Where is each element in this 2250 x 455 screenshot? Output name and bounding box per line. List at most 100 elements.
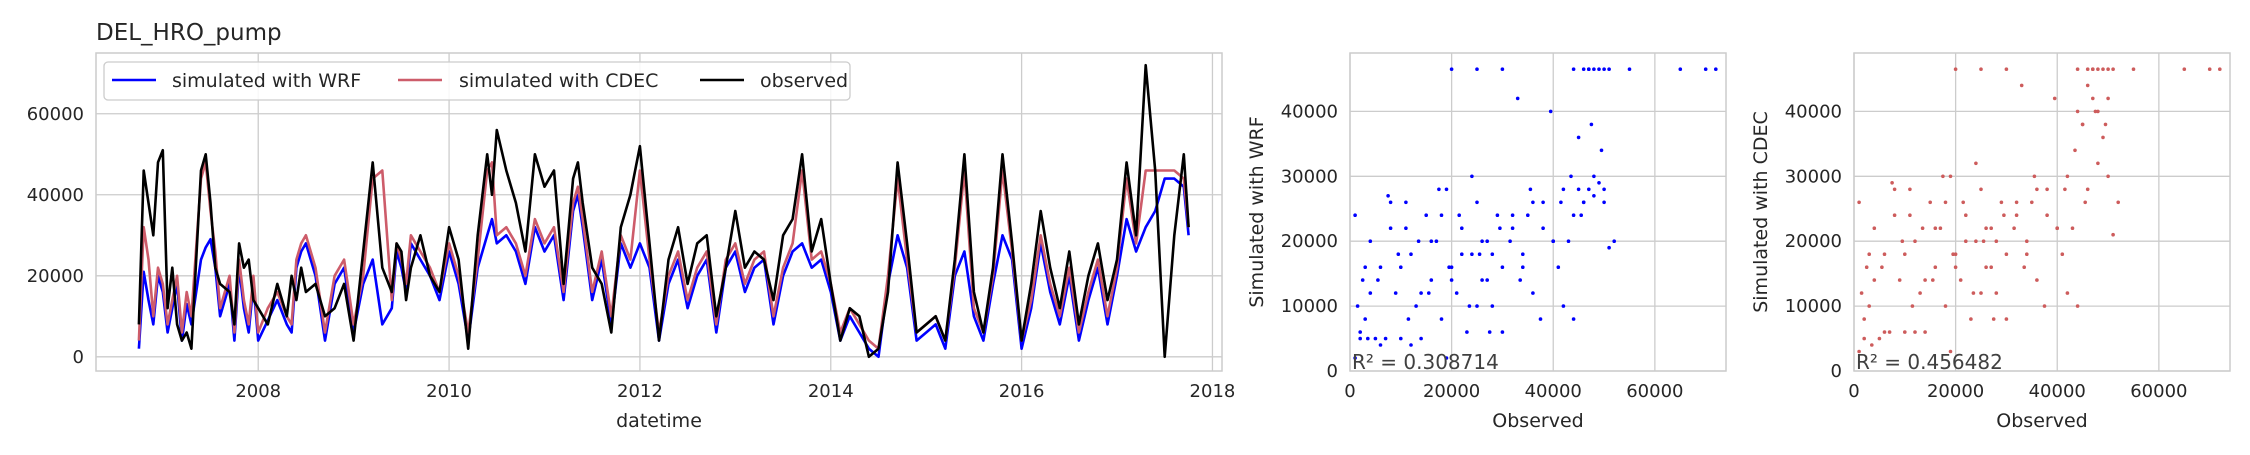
scatter-cdec-point — [2042, 304, 2047, 308]
scatter-cdec-xtick-label: 20000 — [1927, 381, 1984, 402]
scatter-wrf-ylabel: Simulated with WRF — [1246, 116, 1268, 307]
scatter-cdec-frame — [1853, 52, 2231, 372]
scatter-wrf-point — [1373, 336, 1378, 341]
scatter-wrf-point — [1475, 200, 1479, 205]
scatter-cdec-point — [1867, 304, 1871, 308]
scatter-wrf-ytick-label: 40000 — [1281, 101, 1338, 122]
scatter-cdec-point — [2030, 200, 2034, 205]
scatter-cdec-point — [1892, 213, 1897, 217]
scatter-cdec-point — [2073, 148, 2077, 153]
series-line-observed — [137, 63, 1190, 359]
scatter-cdec-point — [2063, 187, 2067, 192]
scatter-wrf-point — [1409, 343, 1413, 347]
scatter-cdec-point — [2111, 232, 2115, 237]
scatter-wrf-point — [1500, 67, 1505, 71]
scatter-wrf-point — [1460, 252, 1464, 256]
scatter-cdec-point — [2002, 213, 2006, 217]
scatter-cdec-point — [2060, 252, 2065, 256]
scatter-cdec-point — [1900, 239, 1905, 243]
scatter-wrf-r2: R² = 0.308714 — [1352, 350, 1499, 374]
scatter-cdec-point — [2106, 174, 2110, 179]
scatter-wrf-point — [1396, 252, 1401, 256]
scatter-cdec-point — [2080, 122, 2085, 127]
scatter-cdec-point — [2075, 67, 2080, 71]
scatter-wrf-point — [1480, 278, 1484, 282]
scatter-wrf-point — [1353, 213, 1357, 217]
scatter-wrf-point — [1576, 187, 1581, 192]
timeseries-grid — [96, 53, 1222, 371]
scatter-wrf-point — [1597, 181, 1601, 185]
scatter-wrf-xlabel: Observed — [1492, 410, 1583, 432]
scatter-wrf-xtick-label: 60000 — [1626, 381, 1683, 402]
timeseries-ytick-label: 20000 — [27, 266, 84, 287]
scatter-cdec-point — [2083, 200, 2087, 205]
legend-label-cdec: simulated with CDEC — [459, 70, 658, 92]
scatter-wrf-point — [1531, 291, 1535, 295]
scatter-wrf-xtick-label: 0 — [1344, 381, 1355, 402]
scatter-wrf-point — [1470, 174, 1474, 179]
scatter-cdec-point — [1961, 200, 1965, 205]
scatter-wrf-point — [1592, 67, 1596, 71]
scatter-cdec-ytick-label: 10000 — [1785, 296, 1842, 317]
scatter-wrf-point — [1561, 187, 1566, 192]
scatter-wrf-point — [1602, 200, 1606, 205]
timeseries-panel: 2008 2010 2012 2014 2016 2018 0 20000 40000 60000… — [27, 20, 1236, 432]
scatter-cdec-point — [1943, 304, 1948, 308]
timeseries-xtick-label: 2008 — [235, 381, 281, 402]
scatter-cdec-point — [1872, 226, 1877, 230]
scatter-wrf-point — [1714, 67, 1718, 71]
scatter-wrf-point — [1500, 330, 1505, 334]
scatter-cdec-point — [2106, 67, 2110, 71]
scatter-wrf-point — [1439, 213, 1444, 217]
scatter-cdec-point — [1979, 67, 1983, 71]
scatter-wrf-point — [1447, 265, 1451, 270]
scatter-wrf-ytick-label: 10000 — [1281, 296, 1338, 317]
scatter-wrf-point — [1457, 213, 1461, 217]
scatter-wrf-point — [1419, 291, 1423, 295]
scatter-cdec-point — [2045, 187, 2049, 192]
scatter-cdec-point — [1908, 187, 1912, 192]
scatter-cdec-point — [1999, 200, 2004, 205]
scatter-cdec-point — [1994, 239, 1999, 243]
scatter-wrf-point — [1589, 122, 1594, 127]
scatter-wrf-point — [1566, 239, 1571, 243]
scatter-cdec-point — [2070, 226, 2075, 230]
scatter-cdec-point — [1882, 252, 1887, 256]
timeseries-xtick-label: 2016 — [999, 381, 1045, 402]
scatter-cdec-point — [2096, 67, 2100, 71]
scatter-cdec-xtick-label: 40000 — [2029, 381, 2086, 402]
scatter-cdec-point — [1862, 317, 1866, 321]
scatter-wrf-point — [1460, 226, 1464, 230]
scatter-cdec-point — [1923, 278, 1927, 282]
scatter-wrf-point — [1587, 187, 1591, 192]
scatter-cdec-point — [1953, 252, 1958, 256]
scatter-cdec-xlabel: Observed — [1996, 410, 2087, 432]
timeseries-frame — [95, 52, 1223, 372]
scatter-cdec-point — [2052, 96, 2057, 101]
timeseries-xtick-label: 2010 — [426, 381, 472, 402]
legend-label-observed: observed — [760, 70, 848, 92]
scatter-wrf-point — [1495, 213, 1500, 217]
scatter-cdec-point — [1890, 181, 1894, 185]
scatter-cdec-point — [1859, 291, 1864, 295]
scatter-wrf-point — [1576, 135, 1581, 140]
scatter-wrf-point — [1366, 336, 1370, 341]
scatter-cdec-point — [1969, 317, 1973, 321]
scatter-wrf-point — [1358, 336, 1362, 341]
scatter-cdec-point — [2004, 252, 2009, 256]
scatter-wrf-point — [1480, 239, 1484, 243]
scatter-cdec-r2: R² = 0.456482 — [1856, 350, 2003, 374]
scatter-wrf-point — [1597, 67, 1601, 71]
scatter-wrf-point — [1498, 226, 1502, 230]
scatter-wrf-point — [1424, 213, 1428, 217]
scatter-wrf-point — [1353, 356, 1357, 360]
scatter-wrf-point — [1571, 317, 1576, 321]
scatter-cdec-point — [2218, 67, 2222, 71]
scatter-wrf-point — [1485, 278, 1489, 282]
scatter-wrf-point — [1404, 200, 1408, 205]
scatter-wrf-point — [1419, 336, 1423, 341]
scatter-cdec-panel: 0 20000 40000 60000 0 10000 20000 30000 40000 Ob… — [1750, 52, 2231, 432]
scatter-cdec-xtick-label: 60000 — [2130, 381, 2187, 402]
scatter-wrf-point — [1429, 239, 1434, 243]
